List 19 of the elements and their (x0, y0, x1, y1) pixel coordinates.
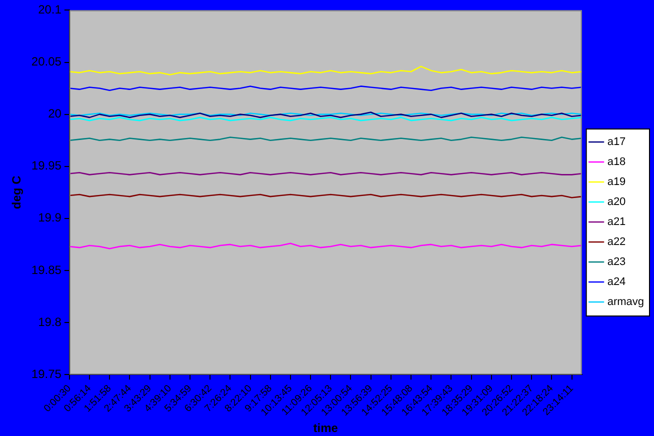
y-tick-label: 19.8 (38, 314, 62, 329)
legend-label: a17 (607, 136, 626, 148)
y-tick-label: 19.75 (31, 366, 62, 381)
legend-label: armavg (607, 296, 644, 308)
legend-label: a22 (607, 236, 626, 248)
legend-label: a19 (607, 176, 626, 188)
y-axis-title: deg C (10, 175, 24, 210)
y-tick-label: 19.85 (31, 262, 62, 277)
legend-label: a21 (607, 216, 626, 228)
x-axis-title: time (313, 421, 338, 436)
y-tick-label: 19.9 (38, 210, 62, 225)
legend-label: a18 (607, 156, 626, 168)
legend-label: a24 (607, 276, 626, 288)
y-tick-label: 20 (48, 106, 62, 121)
y-tick-label: 20.05 (31, 54, 62, 69)
legend-label: a20 (607, 196, 626, 208)
legend-label: a23 (607, 256, 626, 268)
y-tick-label: 20.1 (38, 2, 62, 17)
y-tick-label: 19.95 (31, 158, 62, 173)
